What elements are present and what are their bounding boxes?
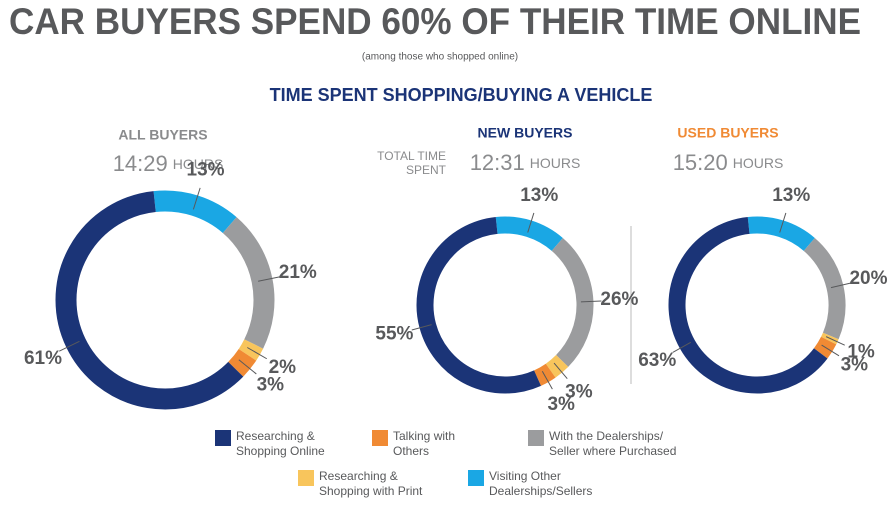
legend-label: With the Dealerships/ <box>549 429 664 443</box>
legend-swatch <box>528 430 544 446</box>
donut-segment <box>55 191 244 410</box>
legend-swatch <box>468 470 484 486</box>
legend-swatch <box>215 430 231 446</box>
total-unit: HOURS <box>733 155 784 171</box>
leader-line <box>192 187 201 210</box>
value-label: 13% <box>772 185 810 206</box>
value-label: 3% <box>547 394 575 415</box>
leader-line <box>553 362 568 380</box>
leader-line <box>247 347 268 360</box>
value-label: 63% <box>638 350 676 371</box>
value-label: 3% <box>257 374 285 395</box>
legend-label: Researching & <box>319 469 398 483</box>
total-time: 15:20 HOURS <box>673 150 784 175</box>
value-label: 61% <box>24 348 62 369</box>
donut-segment <box>803 238 846 340</box>
leader-line <box>580 300 602 303</box>
donut-segment <box>551 238 594 367</box>
total-value: 14:29 <box>113 151 168 176</box>
value-label: 55% <box>375 324 413 345</box>
chart-title: USED BUYERS <box>677 125 778 141</box>
leader-line <box>527 212 535 233</box>
legend-label: Shopping with Print <box>319 484 423 498</box>
page-title: CAR BUYERS SPEND 60% OF THEIR TIME ONLIN… <box>9 1 861 42</box>
leader-line <box>238 359 257 375</box>
value-label: 2% <box>269 357 297 378</box>
leader-line <box>541 370 553 390</box>
legend-label: Others <box>393 444 429 458</box>
total-time: 14:29 HOURS <box>113 151 224 176</box>
leader-line <box>830 282 852 289</box>
total-time-label: SPENT <box>406 163 447 177</box>
legend-swatch <box>298 470 314 486</box>
legend-label: Talking with <box>393 429 455 443</box>
subtitle: (among those who shopped online) <box>362 52 518 63</box>
value-label: 3% <box>841 354 869 375</box>
donut-segment <box>416 216 541 394</box>
legend-label: Researching & <box>236 429 315 443</box>
total-value: 12:31 <box>470 150 525 175</box>
chart-title: NEW BUYERS <box>478 125 573 141</box>
value-label: 21% <box>279 262 317 283</box>
leader-line <box>779 212 787 233</box>
value-label: 13% <box>520 185 558 206</box>
legend-label: Seller where Purchased <box>549 444 676 458</box>
total-value: 15:20 <box>673 150 728 175</box>
legend-label: Visiting Other <box>489 469 561 483</box>
donut-segment <box>495 216 563 252</box>
leader-line <box>58 340 80 352</box>
value-label: 13% <box>187 160 225 181</box>
chart-title: ALL BUYERS <box>118 127 207 143</box>
total-unit: HOURS <box>530 155 581 171</box>
leader-line <box>258 276 281 282</box>
leader-line <box>825 336 845 346</box>
donut-segment <box>222 217 275 349</box>
value-label: 26% <box>600 289 638 310</box>
legend-label: Shopping Online <box>236 444 325 458</box>
leader-line <box>411 324 432 331</box>
donut-segment <box>153 190 237 234</box>
total-unit: HOURS <box>173 156 224 172</box>
legend-swatch <box>372 430 388 446</box>
value-label: 3% <box>565 381 593 402</box>
value-label: 1% <box>847 342 875 363</box>
leader-line <box>672 341 692 353</box>
leader-line <box>821 344 840 357</box>
legend-label: Dealerships/Sellers <box>489 484 592 498</box>
value-label: 20% <box>849 268 887 289</box>
donut-segment <box>747 216 815 252</box>
section-title: TIME SPENT SHOPPING/BUYING A VEHICLE <box>270 85 653 105</box>
total-time-label: TOTAL TIME <box>377 149 446 163</box>
total-time: 12:31 HOURS <box>470 150 581 175</box>
donut-segment <box>668 216 828 394</box>
